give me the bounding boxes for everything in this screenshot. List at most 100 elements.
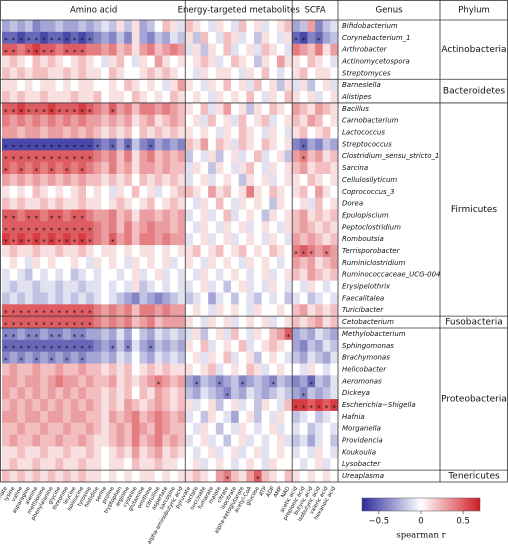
- heat-cell: [17, 458, 26, 471]
- heat-cell: [101, 55, 110, 68]
- significance-star: *: [58, 214, 62, 222]
- heat-cell: [70, 292, 79, 305]
- significance-star: *: [27, 345, 31, 353]
- significance-star: *: [294, 250, 298, 258]
- heat-cell: [223, 67, 232, 80]
- heat-cell: [108, 434, 117, 447]
- heat-cell: [292, 79, 301, 92]
- heat-cell: [238, 185, 247, 198]
- significance-star: *: [96, 143, 100, 151]
- heat-cell: [254, 209, 262, 222]
- heat-cell: [108, 150, 117, 163]
- heat-cell: [192, 221, 201, 234]
- heat-cell: [47, 20, 56, 33]
- significance-star: *: [80, 345, 84, 353]
- heat-cell: [284, 162, 293, 175]
- heat-cell: [101, 339, 110, 352]
- heat-cell: [200, 233, 209, 246]
- heat-cell: [70, 126, 79, 139]
- heat-cell: [284, 174, 293, 187]
- heat-cell: [47, 174, 56, 187]
- heat-cell: [269, 245, 278, 258]
- heat-cell: [200, 304, 209, 317]
- heat-cell: [200, 256, 209, 270]
- heat-cell: [223, 387, 232, 400]
- heat-cell: [307, 446, 316, 459]
- heat-cell: [284, 387, 293, 400]
- significance-star: *: [4, 238, 8, 246]
- heat-cell: [124, 43, 133, 56]
- heat-cell: [116, 339, 125, 352]
- heat-cell: [200, 43, 209, 56]
- heat-cell: [63, 102, 72, 116]
- heat-cell: [254, 20, 262, 33]
- heat-cell: [162, 185, 171, 198]
- heat-cell: [246, 316, 255, 329]
- heat-cell: [215, 399, 224, 412]
- heat-cell: [139, 245, 148, 258]
- heat-cell: [238, 316, 247, 329]
- heat-cell: [223, 410, 232, 424]
- heat-cell: [269, 328, 278, 341]
- heat-cell: [63, 31, 72, 44]
- heat-cell: [9, 292, 18, 305]
- significance-star: *: [73, 321, 77, 329]
- heat-cell: [147, 339, 156, 352]
- heat-cell: [238, 470, 247, 483]
- heat-cell: [101, 150, 110, 163]
- heat-cell: [154, 268, 163, 281]
- heat-cell: [261, 292, 270, 305]
- heat-cell: [330, 363, 339, 376]
- heat-cell: [9, 150, 18, 163]
- heat-cell: [9, 316, 18, 329]
- heat-cell: [215, 470, 224, 483]
- heat-cell: [284, 470, 293, 483]
- significance-star: *: [73, 333, 77, 341]
- heat-cell: [307, 363, 316, 376]
- heat-cell: [24, 79, 33, 92]
- genus-label: Providencia: [342, 437, 383, 445]
- heat-cell: [254, 304, 262, 317]
- heat-cell: [170, 375, 178, 388]
- significance-star: *: [12, 345, 16, 353]
- heat-cell: [299, 363, 308, 376]
- heat-cell: [192, 79, 201, 92]
- heat-cell: [170, 328, 178, 341]
- heat-cell: [108, 197, 117, 210]
- heat-cell: [47, 256, 56, 270]
- heat-cell: [177, 55, 186, 68]
- heat-cell: [162, 375, 171, 388]
- heat-cell: [315, 43, 324, 56]
- heat-cell: [215, 268, 224, 281]
- heat-cell: [40, 91, 49, 104]
- heat-cell: [192, 268, 201, 281]
- heat-cell: [63, 91, 72, 104]
- heat-cell: [63, 126, 72, 139]
- heat-cell: [330, 102, 339, 116]
- phylum-header: Phylum: [458, 6, 490, 16]
- heat-cell: [24, 245, 33, 258]
- significance-star: *: [35, 226, 39, 234]
- heat-cell: [116, 79, 125, 92]
- heat-cell: [24, 102, 33, 116]
- heat-cell: [93, 304, 102, 317]
- heat-cell: [254, 31, 262, 44]
- heat-cell: [86, 458, 94, 471]
- heat-cell: [70, 316, 79, 329]
- heat-cell: [170, 446, 178, 459]
- heat-cell: [147, 150, 156, 163]
- heat-cell: [185, 268, 194, 281]
- heat-cell: [47, 316, 56, 329]
- heat-cell: [261, 256, 270, 270]
- heat-cell: [261, 233, 270, 246]
- heat-cell: [330, 114, 339, 127]
- heat-cell: [284, 458, 293, 471]
- heat-cell: [208, 292, 217, 305]
- heat-cell: [330, 185, 339, 198]
- significance-star: *: [80, 226, 84, 234]
- heat-cell: [139, 102, 148, 116]
- heat-cell: [299, 31, 308, 44]
- heat-cell: [55, 387, 64, 400]
- heat-cell: [139, 399, 148, 412]
- heat-cell: [108, 375, 117, 388]
